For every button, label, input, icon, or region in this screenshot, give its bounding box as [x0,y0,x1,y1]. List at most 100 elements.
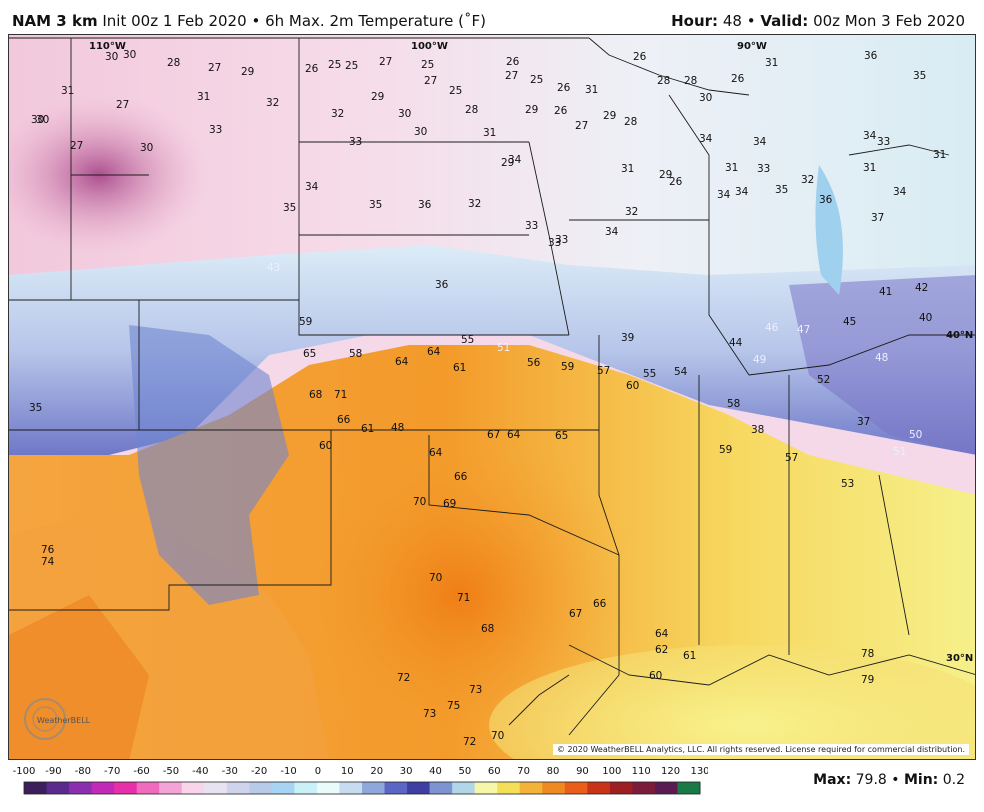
max-value: 79.8 [855,772,887,788]
temp-value: 37 [857,416,870,428]
temp-value: 29 [603,110,616,122]
mo-ar-border [598,335,620,556]
product-name: 6h Max. 2m Temperature (˚F) [265,12,486,30]
temp-value: 49 [753,354,766,366]
wi-border [668,94,710,220]
colorbar-tick-label: 70 [517,766,530,777]
colorbar-tick-label: 100 [602,766,621,777]
temp-value: 27 [208,62,221,74]
colorbar-swatch [271,782,295,794]
temp-value: 64 [429,447,443,459]
ohio-valley-cool-zone [789,275,975,455]
temp-value: 31 [197,91,210,103]
temp-value: 60 [319,440,332,452]
temp-value: 60 [649,670,662,682]
colorbar-swatch [384,782,408,794]
colorbar-tick-label: -90 [45,766,61,777]
temp-value: 29 [659,169,672,181]
temp-value: 25 [530,74,543,86]
title: NAM 3 km Init 00z 1 Feb 2020 • 6h Max. 2… [12,12,486,30]
temp-value: 34 [863,130,877,142]
temp-value: 52 [817,374,830,386]
temp-value: 26 [633,51,647,63]
temp-value: 41 [879,286,892,298]
gulf-zone [489,645,975,759]
colorbar-tick-label: -70 [104,766,120,777]
temp-value: 68 [481,623,494,635]
colorbar-swatch [339,782,363,794]
colorbar-svg: -100 -90 -80 -70 -60 -50 -40 -30 -20 -10 0 10 20 30 40… [13,766,710,795]
temp-value: 35 [913,70,926,82]
temp-value: 66 [337,414,351,426]
temp-value: 26 [557,82,571,94]
baja-hot-zone [9,595,149,759]
colorbar: -100 -90 -80 -70 -60 -50 -40 -30 -20 -10 0 10 20 30 40… [8,762,710,808]
temp-value: 65 [555,430,568,442]
temp-value: 33 [209,124,222,136]
header-bar: NAM 3 km Init 00z 1 Feb 2020 • 6h Max. 2… [0,0,984,34]
temp-value: 70 [429,572,442,584]
colorbar-swatch [519,782,543,794]
temp-value: 31 [765,57,778,69]
temp-value: 34 [305,181,319,193]
colorbar-tick-label: 110 [632,766,651,777]
temp-value: 27 [575,120,588,132]
colorbar-tick-label: -50 [163,766,179,777]
hour-value: 48 [722,12,742,30]
colorbar-swatch [316,782,340,794]
temp-value: 35 [29,402,42,414]
meridian-90w: 90°W [737,41,767,52]
temp-value: 59 [719,444,732,456]
temp-value: 25 [421,59,434,71]
temp-value: 61 [683,650,696,662]
colorbar-swatch [677,782,701,794]
temp-value: 79 [861,674,874,686]
temp-value: 25 [449,85,462,97]
temp-value: 35 [775,184,788,196]
temp-value: 67 [487,429,500,441]
temp-value: 28 [624,116,637,128]
max-min-stats: Max: 79.8 • Min: 0.2 [813,772,965,788]
temp-value: 48 [875,352,888,364]
colorbar-swatch [249,782,273,794]
bullet-separator: • [251,12,261,30]
temp-value: 76 [41,544,55,556]
colorbar-tick-label: 80 [547,766,560,777]
hour-label: Hour: [671,12,719,30]
ne-ks-border [298,235,569,336]
colorbar-swatch [204,782,228,794]
temp-value: 40 [919,312,932,324]
colorbar-swatch [159,782,183,794]
temp-value: 26 [731,73,745,85]
parallel-30n: 30°N [946,653,973,664]
colorbar-tick-label: -30 [222,766,238,777]
temp-value: 64 [395,356,409,368]
temp-value: 42 [915,282,928,294]
temp-value: 31 [483,127,496,139]
temp-value: 37 [871,212,884,224]
meridian-110w: 110°W [89,41,126,52]
colorbar-tick-label: 50 [459,766,472,777]
il-border [708,220,750,376]
colorbar-tick-label: 20 [370,766,383,777]
temp-value: 60 [626,380,639,392]
temp-value: 26 [669,176,683,188]
bullet-separator: • [746,12,756,30]
weatherbell-logo: WeatherBELL [24,698,91,740]
colorbar-swatch [294,782,318,794]
temp-value: 31 [585,84,598,96]
max-label: Max: [813,772,852,788]
model-name: NAM 3 km [12,12,98,30]
canada-border-lakes [588,37,750,96]
temp-value: 67 [569,608,582,620]
temperature-labels-north: 30 30 28 27 29 26 25 25 27 25 26 27 25 2… [31,49,946,249]
temp-value: 32 [625,206,638,218]
colorbar-border [23,781,701,795]
temp-value: 34 [717,189,731,201]
temp-value: 75 [447,700,460,712]
temp-value: 35 [283,202,296,214]
temp-value: 29 [241,66,254,78]
temp-value: 58 [349,348,362,360]
temp-value: 27 [70,140,83,152]
temp-value: 45 [843,316,856,328]
